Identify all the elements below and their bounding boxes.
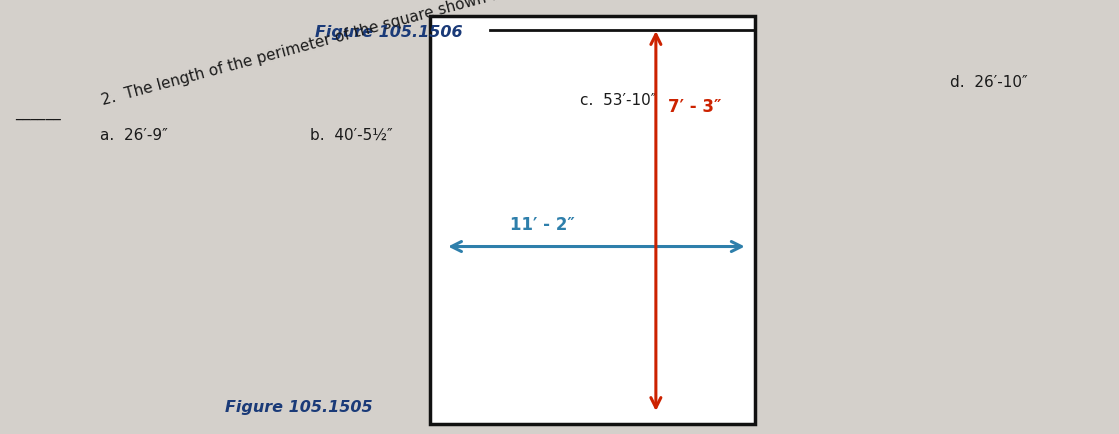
Text: d.  26′-10″: d. 26′-10″ [950, 75, 1027, 90]
Text: b.  40′-5½″: b. 40′-5½″ [310, 128, 393, 143]
Bar [430, 17, 755, 424]
Text: ______: ______ [15, 105, 60, 120]
Text: c.  53′-10″: c. 53′-10″ [580, 93, 657, 108]
Text: 7′ - 3″: 7′ - 3″ [668, 98, 722, 115]
Text: Figure 105.1505: Figure 105.1505 [225, 399, 373, 414]
Text: Figure 105.1506: Figure 105.1506 [316, 25, 462, 40]
Text: 11′ - 2″: 11′ - 2″ [509, 215, 574, 233]
Text: 2.  The length of the perimeter of the square shown above in Figure 105.1506 is : 2. The length of the perimeter of the sq… [100, 0, 730, 108]
Text: a.  26′-9″: a. 26′-9″ [100, 128, 168, 143]
